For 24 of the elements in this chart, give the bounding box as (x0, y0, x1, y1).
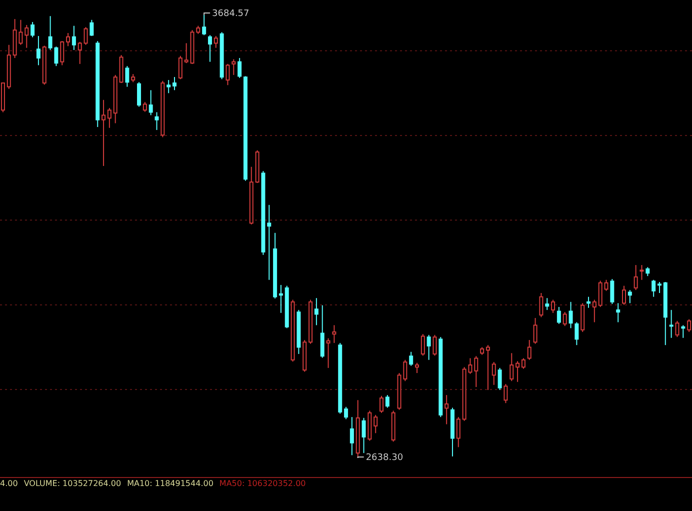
text: MA10: 118491544.00 (127, 479, 214, 488)
candlestick (332, 324, 336, 344)
candlestick (444, 394, 449, 425)
candlestick (72, 25, 76, 50)
candlestick (314, 298, 318, 326)
candlestick (36, 35, 40, 66)
candlestick (154, 112, 159, 130)
candlestick (640, 264, 644, 280)
candlestick (102, 99, 106, 166)
candlestick (278, 284, 283, 314)
annotation: 2638.30 (366, 453, 404, 463)
candlestick (350, 416, 354, 456)
annotation: 3684.57 (212, 9, 250, 19)
candlestick (568, 301, 573, 329)
candlestick (450, 407, 454, 457)
candlestick (669, 309, 674, 338)
text: MA50: 106320352.00 (219, 479, 306, 488)
text: 4.00 (0, 479, 18, 488)
candlestick (267, 204, 272, 280)
candlestick (545, 298, 550, 310)
text: VOLUME: 103527264.00 (24, 479, 122, 488)
candlestick (586, 296, 591, 308)
candlestick (516, 360, 520, 382)
candlestick (616, 302, 620, 323)
